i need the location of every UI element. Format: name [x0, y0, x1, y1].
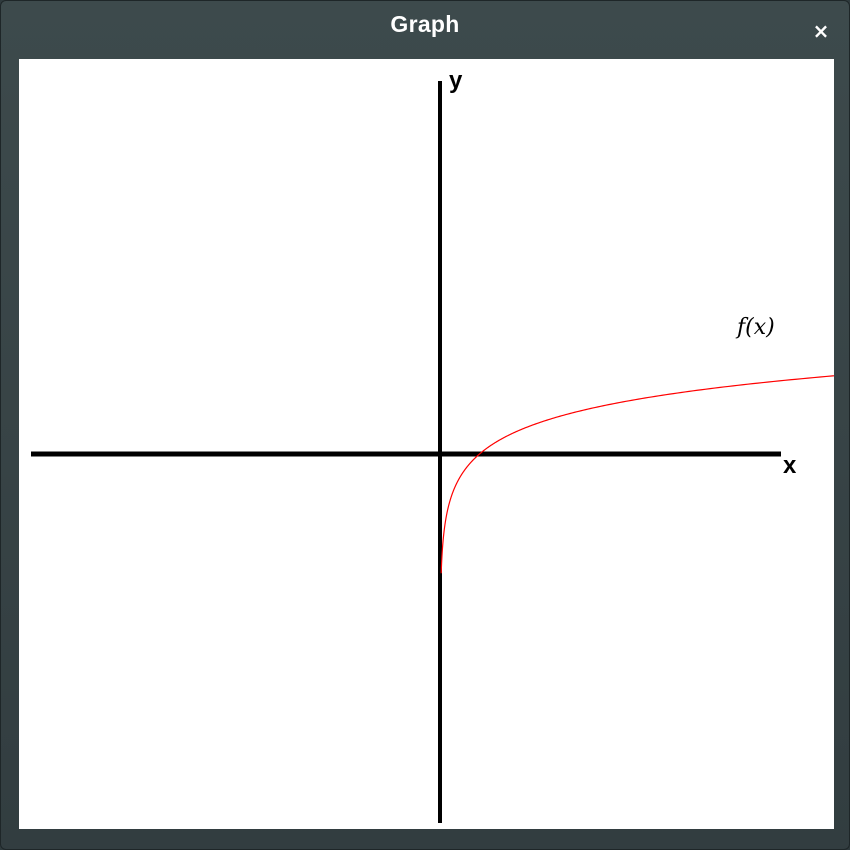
x-axis-label: x — [783, 452, 797, 479]
y-axis-label: y — [449, 67, 463, 94]
curve-label: f(x) — [735, 315, 775, 340]
graph-svg: y x f(x) — [31, 67, 834, 823]
graph-canvas: y x f(x) — [19, 59, 834, 829]
window-title: Graph — [390, 11, 460, 37]
close-button[interactable]: × — [812, 19, 830, 43]
title-bar[interactable]: Graph × — [1, 1, 849, 57]
function-curve — [440, 375, 834, 574]
